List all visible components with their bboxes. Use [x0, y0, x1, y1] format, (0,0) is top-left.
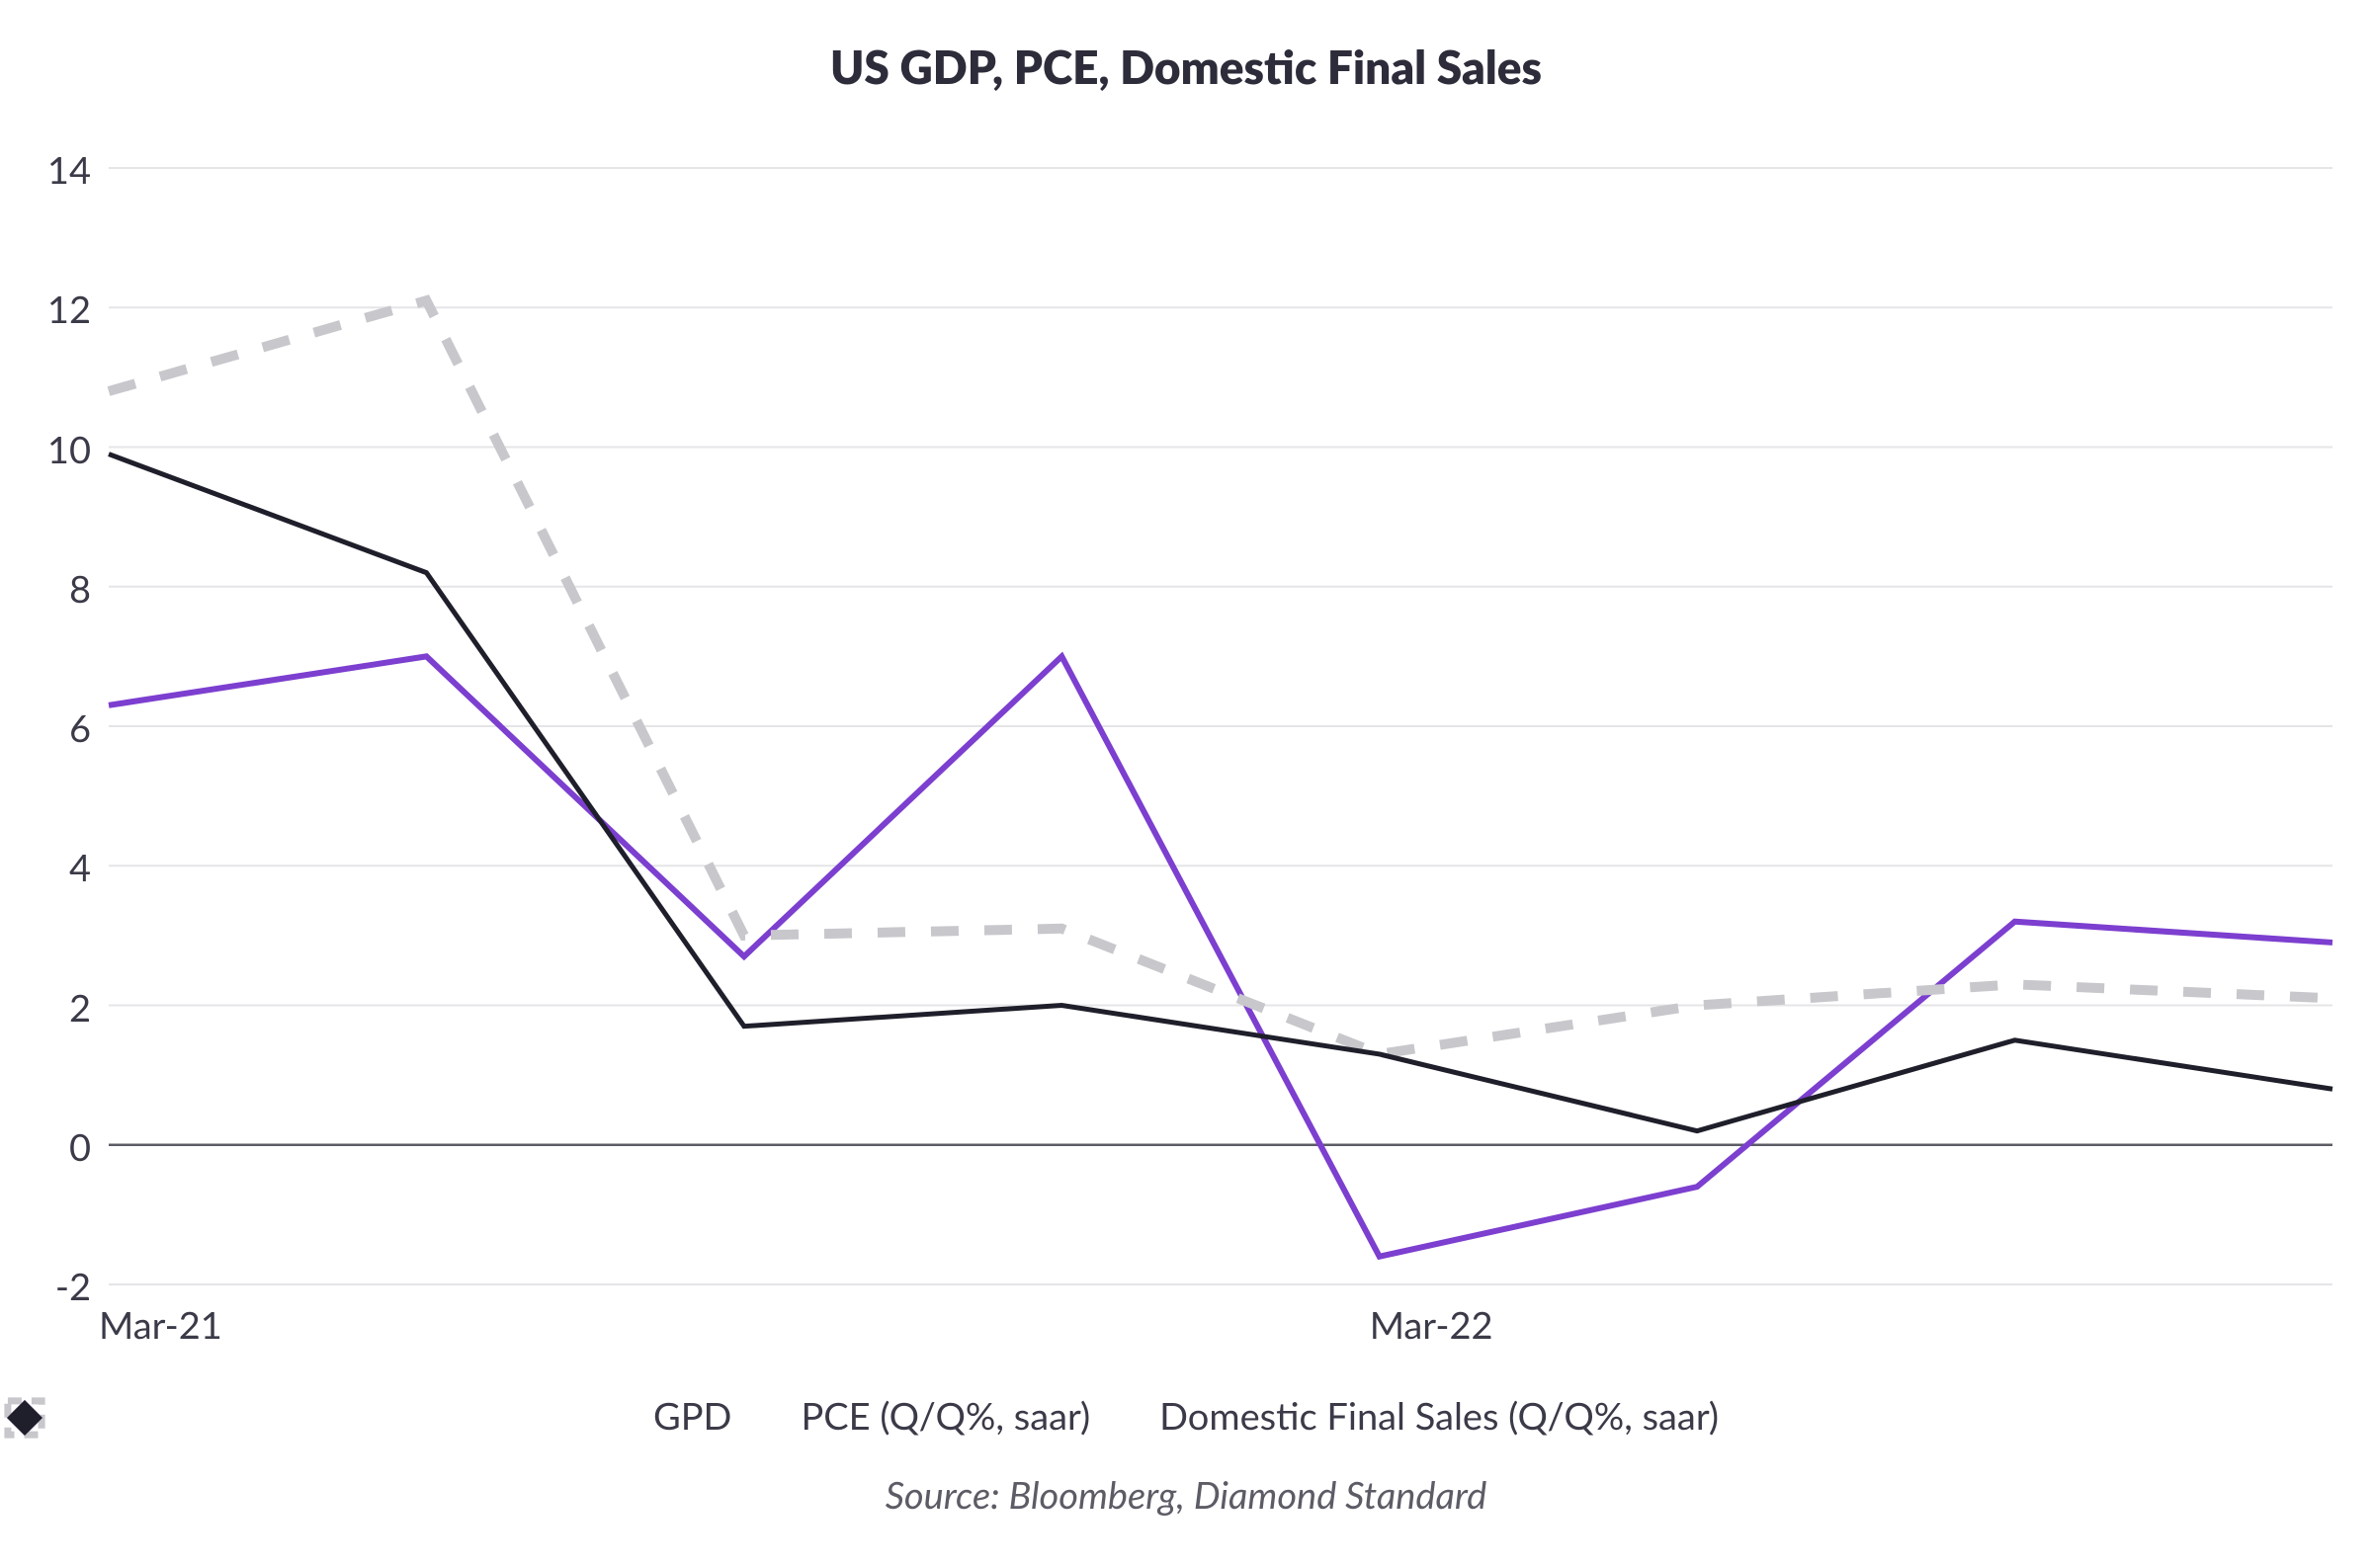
y-tick-label: 12: [47, 287, 91, 332]
legend: GPD PCE (Q/Q%, saar) Domestic Final Sales …: [0, 1393, 2372, 1439]
legend-item: GPD: [653, 1393, 731, 1439]
series-line: [109, 656, 2332, 1256]
legend-label: Domestic Final Sales (Q/Q%, saar): [1159, 1393, 1719, 1439]
plot-area: [0, 0, 2372, 1568]
series-line: [109, 454, 2332, 1131]
legend-label: GPD: [653, 1393, 731, 1439]
y-tick-label: -2: [55, 1264, 91, 1309]
y-tick-label: 2: [69, 985, 91, 1031]
series-line: [109, 300, 2332, 1054]
y-tick-label: 8: [69, 566, 91, 612]
x-tick-label: Mar-22: [1370, 1302, 1493, 1348]
y-tick-label: 0: [69, 1124, 91, 1170]
legend-item: PCE (Q/Q%, saar): [801, 1393, 1090, 1439]
y-tick-label: 6: [69, 705, 91, 751]
legend-item: Domestic Final Sales (Q/Q%, saar): [1159, 1393, 1719, 1439]
y-tick-label: 14: [47, 147, 91, 193]
diamond-icon: [0, 1393, 49, 1443]
y-tick-label: 10: [47, 427, 91, 472]
chart-container: US GDP, PCE, Domestic Final Sales -20246…: [0, 0, 2372, 1568]
source-text: Source: Bloomberg, Diamond Standard: [0, 1472, 2372, 1518]
legend-label: PCE (Q/Q%, saar): [801, 1393, 1090, 1439]
y-tick-label: 4: [69, 845, 91, 890]
x-tick-label: Mar-21: [99, 1302, 222, 1348]
